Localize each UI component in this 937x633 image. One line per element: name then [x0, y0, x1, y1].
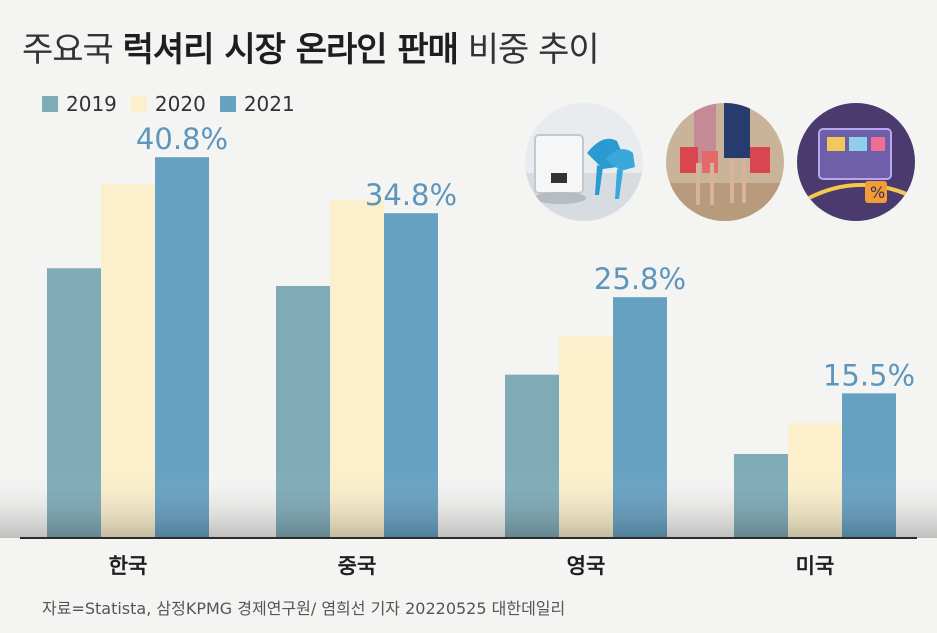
base-shadow [0, 470, 937, 538]
shopping-bags-photo [666, 103, 784, 221]
data-label-3: 15.5% [823, 358, 915, 392]
legend-swatch-2021 [219, 96, 236, 112]
data-label-0: 40.8% [136, 122, 228, 156]
data-label-2: 25.8% [594, 262, 686, 296]
chart-title: 주요국 럭셔리 시장 온라인 판매 비중 추이 [22, 22, 600, 71]
category-label-3: 미국 [796, 554, 835, 578]
legend-item-2019: 2019 [42, 92, 117, 116]
title-highlight: 럭셔리 시장 온라인 판매 [122, 30, 459, 70]
photo-strip: % [525, 103, 915, 221]
legend-label-2021: 2021 [243, 92, 295, 116]
legend-item-2020: 2020 [130, 92, 206, 116]
legend-swatch-2020 [130, 96, 147, 112]
source-note: 자료=Statista, 삼정KPMG 경제연구원/ 염희선 기자 202205… [42, 599, 566, 618]
category-label-1: 중국 [338, 554, 377, 578]
category-label-0: 한국 [109, 554, 148, 578]
labels-layer: 40.8% 한국 34.8% 중국 25.8% 영국 15.5% 미국 [109, 122, 915, 578]
legend-item-2021: 2021 [219, 92, 295, 116]
legend-swatch-2019 [42, 96, 58, 112]
legend-label-2019: 2019 [66, 92, 117, 116]
title-prefix: 주요국 [22, 30, 114, 70]
title-suffix: 비중 추이 [467, 30, 600, 70]
category-label-2: 영국 [567, 554, 606, 578]
online-shopping-photo: % [797, 103, 915, 221]
legend: 2019 2020 2021 [42, 90, 295, 118]
data-label-1: 34.8% [365, 178, 457, 212]
svg-text:%: % [870, 183, 885, 202]
legend-label-2020: 2020 [154, 92, 206, 116]
